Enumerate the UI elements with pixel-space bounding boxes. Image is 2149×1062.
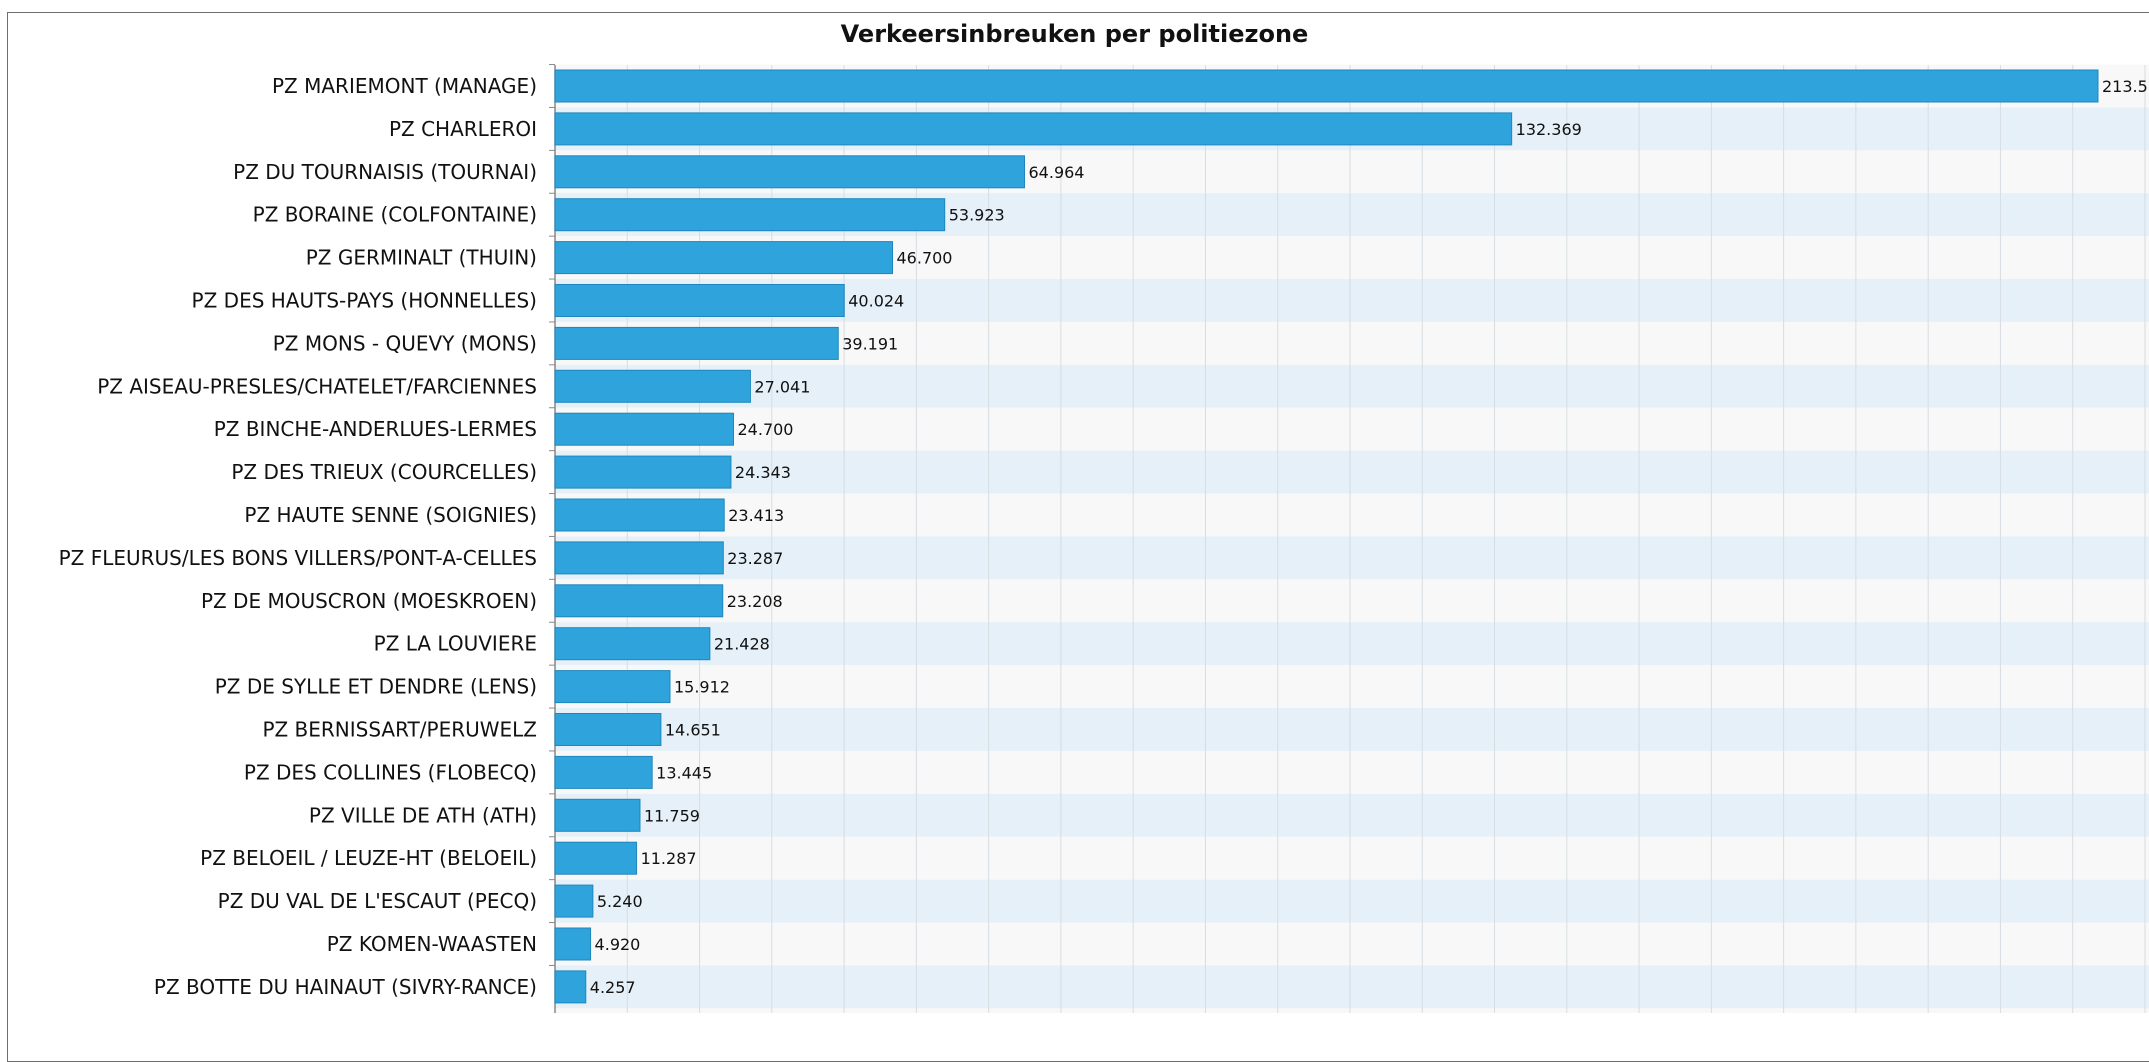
category-label: PZ AISEAU-PRESLES/CHATELET/FARCIENNES [97,374,537,398]
value-label: 13.445 [656,763,712,782]
value-label: 14.651 [665,721,721,740]
value-label: 11.287 [641,849,697,868]
value-label: 27.041 [754,377,810,396]
row-band [555,493,2149,537]
value-label: 53.923 [949,206,1005,225]
bar [554,326,839,360]
bar [554,284,845,317]
bars [554,69,2099,1004]
chart-title: Verkeersinbreuken per politiezone [840,20,1309,48]
value-label: 24.700 [738,420,794,439]
bar [554,455,732,489]
bar [554,798,641,832]
value-label: 46.700 [897,249,953,268]
bar [554,970,587,1004]
row-band [555,1008,2149,1013]
category-label: PZ CHARLEROI [389,117,537,141]
category-label: PZ BERNISSART/PERUWELZ [262,718,537,742]
value-label: 40.024 [848,292,904,311]
value-label: 11.759 [644,806,700,825]
value-label: 21.428 [714,635,770,654]
category-label: PZ BINCHE-ANDERLUES-LERMES [214,417,537,441]
value-label: 15.912 [674,678,730,697]
value-label: 39.191 [842,334,898,353]
category-label: PZ KOMEN-WAASTEN [327,932,537,956]
value-label: 4.257 [590,978,636,997]
bar [554,755,653,789]
category-labels: PZ MARIEMONT (MANAGE) PZ CHARLEROI PZ DU T… [59,74,537,999]
bar [554,412,735,446]
category-label: PZ VILLE DE ATH (ATH) [309,803,537,827]
value-label: 64.964 [1029,163,1085,182]
row-band [555,836,2149,880]
bar [554,927,592,961]
bar [554,841,638,875]
category-label: PZ LA LOUVIERE [374,632,537,656]
category-label: PZ DES TRIEUX (COURCELLES) [231,460,537,484]
category-label: PZ BORAINE (COLFONTAINE) [253,203,537,227]
category-label: PZ HAUTE SENNE (SOIGNIES) [244,503,537,527]
bar [554,884,594,918]
bar [554,241,894,275]
category-label: PZ DE SYLLE ET DENDRE (LENS) [215,675,537,699]
bar [554,155,1026,189]
value-label: 132.369 [1516,120,1582,139]
category-label: PZ DES HAUTS-PAYS (HONNELLES) [192,289,537,313]
row-band [555,922,2149,966]
category-label: PZ GERMINALT (THUIN) [306,246,537,270]
row-band [555,793,2149,837]
row-band [555,965,2149,1009]
bar [554,112,1513,146]
bar [554,498,725,532]
bar [554,670,671,704]
category-label: PZ DES COLLINES (FLOBECQ) [244,760,537,784]
y-axis [549,64,556,1013]
category-label: PZ DU TOURNAISIS (TOURNAI) [233,160,537,184]
row-band [555,665,2149,709]
category-label: PZ MARIEMONT (MANAGE) [272,74,537,98]
category-label: PZ DE MOUSCRON (MOESKROEN) [201,589,537,613]
row-band [555,407,2149,451]
category-label: PZ FLEURUS/LES BONS VILLERS/PONT-A-CELLE… [59,546,537,570]
row-band [555,708,2149,751]
category-label: PZ DU VAL DE L'ESCAUT (PECQ) [218,889,537,913]
bar [554,584,724,618]
bar [554,627,711,661]
value-label: 23.413 [728,506,784,525]
value-label: 24.343 [735,463,791,482]
value-label: 23.208 [727,592,783,611]
bar-chart: PZ MARIEMONT (MANAGE) PZ CHARLEROI PZ DU T… [59,64,2149,1013]
bar [554,198,946,232]
row-band [555,750,2149,794]
category-label: PZ MONS - QUEVY (MONS) [273,331,537,355]
category-label: PZ BELOEIL / LEUZE-HT (BELOEIL) [200,846,537,870]
row-band [555,579,2149,623]
value-label: 23.287 [727,549,783,568]
category-label: PZ BOTTE DU HAINAUT (SIVRY-RANCE) [154,975,537,999]
value-label: 5.240 [597,892,643,911]
row-band [555,879,2149,923]
row-band [555,364,2149,408]
row-band [555,450,2149,494]
row-band [555,536,2149,580]
bar [554,69,2099,103]
value-label: 4.920 [595,935,641,954]
value-label: 213.5 [2102,77,2148,96]
bar [554,713,662,746]
bar [554,541,724,575]
bar [554,369,751,403]
row-band [555,622,2149,666]
value-labels: 213.5 132.369 64.964 53.923 46.700 40.024 39.1… [590,77,2148,997]
